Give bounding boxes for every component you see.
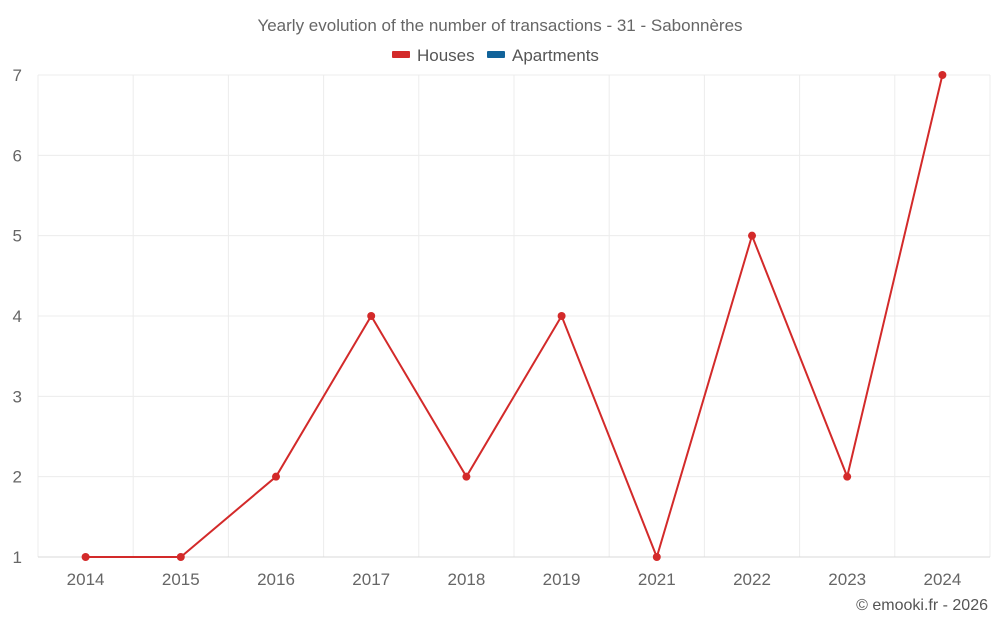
x-tick-label: 2018 (447, 570, 485, 589)
grid (37, 74, 991, 557)
x-tick-label: 2017 (352, 570, 390, 589)
legend-item-houses[interactable]: Houses (392, 46, 475, 65)
y-tick-label: 4 (13, 307, 22, 326)
y-tick-label: 7 (13, 66, 22, 85)
y-tick-label: 1 (13, 548, 22, 567)
x-tick-label: 2014 (67, 570, 105, 589)
legend: Houses Apartments (392, 46, 599, 65)
data-point-houses[interactable] (462, 472, 471, 481)
series (81, 71, 947, 561)
legend-label-houses: Houses (417, 46, 475, 65)
y-tick-label: 2 (13, 468, 22, 487)
y-tick-label: 3 (13, 387, 22, 406)
data-point-houses[interactable] (652, 553, 661, 561)
credit-text: © emooki.fr - 2026 (856, 597, 988, 614)
y-tick-label: 6 (13, 146, 22, 165)
x-tick-label: 2019 (543, 570, 581, 589)
y-axis-ticks: 1 2 3 4 5 6 7 (13, 66, 22, 567)
y-tick-label: 5 (13, 227, 22, 246)
data-point-houses[interactable] (748, 231, 756, 240)
legend-swatch-houses (392, 51, 410, 58)
x-tick-label: 2016 (257, 570, 295, 589)
x-tick-label: 2024 (923, 570, 961, 589)
data-point-houses[interactable] (81, 553, 90, 561)
legend-swatch-apartments (487, 51, 505, 58)
x-tick-label: 2023 (828, 570, 866, 589)
data-point-houses[interactable] (176, 553, 185, 561)
legend-item-apartments[interactable]: Apartments (487, 46, 599, 65)
chart-title: Yearly evolution of the number of transa… (257, 16, 742, 35)
legend-label-apartments: Apartments (512, 46, 599, 65)
data-point-houses[interactable] (272, 472, 280, 481)
x-tick-label: 2021 (638, 570, 676, 589)
x-tick-label: 2022 (733, 570, 771, 589)
series-line-houses (85, 74, 944, 561)
data-point-houses[interactable] (557, 312, 566, 320)
data-point-houses[interactable] (367, 312, 376, 320)
data-point-houses[interactable] (938, 71, 947, 79)
x-tick-label: 2015 (162, 570, 200, 589)
x-axis-ticks: 2014 2015 2016 2017 2018 2019 2021 2022 2023 2024 (67, 570, 962, 589)
data-point-houses[interactable] (843, 472, 852, 481)
